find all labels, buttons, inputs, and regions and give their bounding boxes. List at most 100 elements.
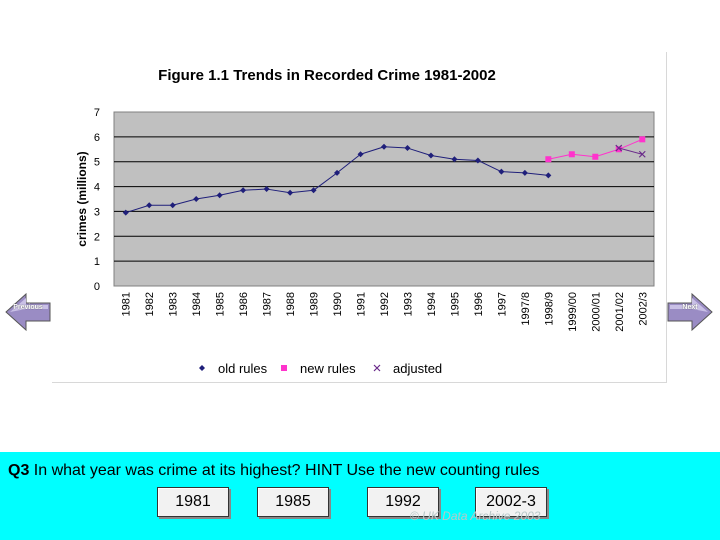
x-tick-label: 1990: [332, 292, 344, 316]
old-rules-point: [521, 169, 528, 176]
old-rules-point: [334, 169, 341, 176]
new-rules-point: [615, 146, 622, 153]
old-rules-line-segment: [290, 189, 314, 194]
old-rules-line-segment: [172, 198, 197, 206]
new-rules-line-segment: [548, 153, 572, 160]
legend-adjusted-label: adjusted: [393, 361, 442, 376]
legend-new-rules-marker: [281, 365, 287, 371]
chart-title: Figure 1.1 Trends in Recorded Crime 1981…: [158, 67, 496, 84]
old-rules-line-segment: [501, 171, 525, 174]
chart-panel: Figure 1.1 Trends in Recorded Crime 1981…: [52, 52, 667, 383]
old-rules-point: [240, 187, 247, 194]
x-tick-label: 1997/8: [520, 292, 532, 326]
new-rules-point: [592, 153, 599, 160]
x-tick-label: 2000/01: [590, 292, 602, 332]
old-rules-point: [545, 172, 552, 179]
old-rules-line-segment: [360, 146, 385, 155]
y-tick-label: 7: [94, 107, 100, 119]
previous-label: Previous: [13, 304, 43, 311]
crime-trend-chart: Figure 1.1 Trends in Recorded Crime 1981…: [75, 67, 655, 376]
old-rules-line-segment: [336, 153, 361, 174]
right-arrow-icon: [667, 292, 713, 332]
answer-button-1981[interactable]: 1981: [157, 487, 229, 517]
old-rules-point: [216, 192, 223, 199]
next-button[interactable]: Next: [666, 291, 714, 333]
x-tick-label: 1999/00: [567, 292, 579, 332]
new-rules-line-segment: [571, 153, 596, 158]
legend-old-rules-marker: [199, 365, 205, 371]
x-tick-label: 1982: [144, 292, 156, 316]
x-tick-label: 2001/02: [614, 292, 626, 332]
old-rules-line-segment: [313, 172, 338, 191]
y-tick-label: 1: [94, 256, 100, 268]
new-rules-point: [545, 156, 552, 163]
old-rules-line-segment: [407, 147, 432, 156]
answer-button-2002-3[interactable]: 2002-3: [475, 487, 547, 517]
question-panel: Q3 In what year was crime at its highest…: [0, 452, 720, 540]
adjusted-point: [638, 150, 646, 158]
x-tick-label: 1985: [215, 292, 227, 316]
old-rules-line-segment: [524, 172, 549, 176]
old-rules-point: [310, 187, 317, 194]
y-tick-label: 5: [94, 157, 100, 169]
x-tick-label: 1983: [168, 292, 180, 316]
x-tick-label: 1996: [473, 292, 485, 316]
old-rules-point: [146, 202, 153, 209]
new-rules-point: [639, 136, 646, 143]
x-tick-label: 1995: [449, 292, 461, 316]
x-tick-label: 1994: [426, 292, 438, 316]
x-tick-label: 1984: [191, 292, 203, 316]
old-rules-point: [381, 143, 387, 150]
old-rules-line-segment: [430, 155, 455, 160]
y-tick-label: 2: [94, 231, 100, 243]
old-rules-point: [474, 157, 481, 164]
y-axis-label: crimes (millions): [75, 151, 89, 246]
y-tick-label: 4: [94, 182, 100, 194]
left-arrow-icon: [5, 292, 51, 332]
legend-new-rules-label: new rules: [300, 361, 356, 376]
answer-button-1992[interactable]: 1992: [367, 487, 439, 517]
new-rules-point: [568, 151, 575, 158]
old-rules-line-segment: [383, 146, 408, 149]
old-rules-line-segment: [477, 160, 502, 173]
y-tick-label: 6: [94, 132, 100, 144]
old-rules-line-segment: [266, 188, 291, 194]
old-rules-point: [357, 151, 364, 158]
adjusted-point: [615, 144, 623, 152]
old-rules-point: [263, 186, 270, 193]
answer-button-1985[interactable]: 1985: [257, 487, 329, 517]
old-rules-line-segment: [219, 189, 244, 196]
previous-button[interactable]: Previous: [4, 291, 52, 333]
old-rules-point: [404, 145, 411, 152]
old-rules-line-segment: [243, 188, 267, 191]
old-rules-point: [451, 156, 458, 163]
question-text: Q3 In what year was crime at its highest…: [8, 462, 540, 480]
question-body: In what year was crime at its highest? H…: [29, 462, 540, 479]
x-tick-label: 1988: [285, 292, 297, 316]
old-rules-point: [193, 196, 200, 202]
x-tick-label: 1997: [496, 292, 508, 316]
x-tick-label: 1989: [309, 292, 321, 316]
old-rules-line-segment: [125, 204, 150, 214]
y-tick-label: 3: [94, 206, 100, 218]
y-tick-label: 0: [94, 281, 100, 293]
adjusted-line-segment: [618, 147, 643, 155]
legend-old-rules-label: old rules: [218, 361, 268, 376]
plot-area: [113, 111, 655, 287]
new-rules-line-segment: [618, 138, 643, 150]
old-rules-point: [287, 189, 294, 196]
x-tick-label: 1991: [356, 292, 368, 316]
x-tick-label: 2002/3: [637, 292, 649, 326]
question-number: Q3: [8, 462, 30, 479]
x-tick-label: 1993: [402, 292, 414, 316]
old-rules-point: [427, 152, 434, 159]
x-tick-label: 1986: [238, 292, 250, 316]
old-rules-point: [122, 209, 129, 216]
old-rules-line-segment: [454, 158, 478, 161]
x-tick-label: 1987: [262, 292, 274, 316]
x-tick-label: 1998/9: [543, 292, 555, 326]
copyright-notice: © UK Data Archive 2003: [410, 509, 541, 523]
old-rules-line-segment: [196, 194, 220, 200]
legend-adjusted-marker: [373, 364, 381, 372]
x-tick-label: 1992: [379, 292, 391, 316]
